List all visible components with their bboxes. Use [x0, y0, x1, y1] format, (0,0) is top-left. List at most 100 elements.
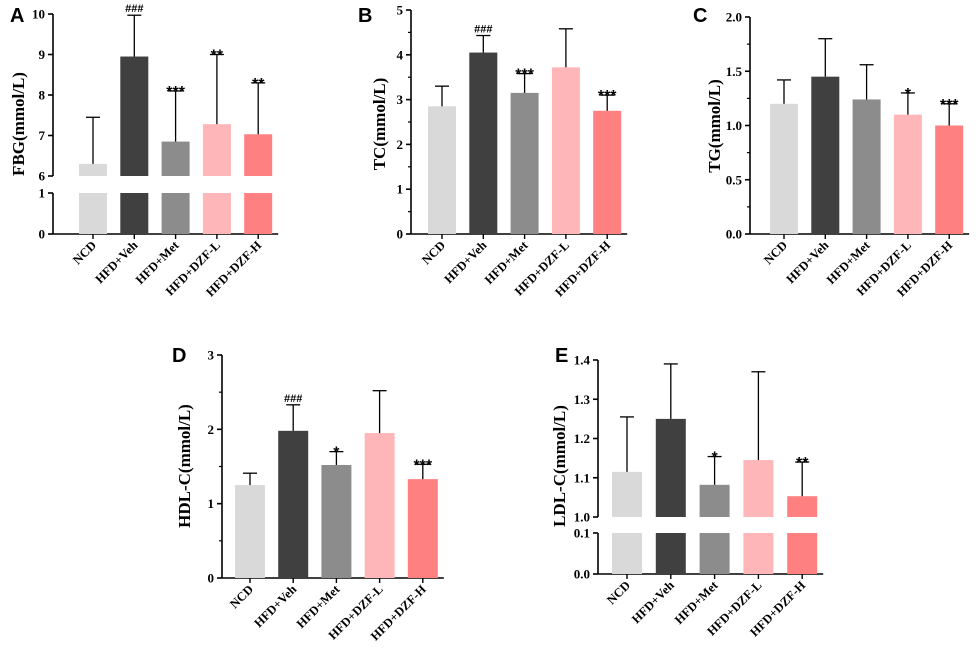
- significance-marker: ***: [413, 457, 432, 474]
- panel-e: E LDL-C(mmol/L) 0.0 0.11.0 1.1 1.2 1.3 1.4 NCDHF…: [550, 345, 824, 639]
- significance-marker: *: [905, 86, 912, 103]
- y-axis-title: HDL-C(mmol/L): [175, 404, 194, 528]
- y-axis-title: LDL-C(mmol/L): [550, 405, 569, 527]
- y-tick-label: 0: [208, 571, 215, 586]
- y-tick-label: 1.3: [574, 392, 591, 407]
- bar: [407, 479, 438, 578]
- y-tick-label: 2.0: [726, 10, 742, 25]
- panel-letter: A: [10, 5, 24, 27]
- x-category-label: HFD+Veh: [629, 578, 677, 626]
- y-tick-label: 4: [397, 47, 404, 62]
- bar: [655, 418, 686, 517]
- significance-marker: *: [711, 450, 718, 467]
- y-tick-label: 7: [39, 128, 46, 143]
- panel-letter: E: [555, 345, 568, 367]
- x-category-label: NCD: [761, 238, 790, 267]
- bar-lower-segment: [787, 533, 818, 574]
- y-tick-label: 1.2: [574, 431, 590, 446]
- y-tick-label: 3: [397, 92, 404, 107]
- bar: [787, 496, 818, 517]
- bar: [428, 106, 456, 234]
- x-category-label: NCD: [227, 582, 256, 611]
- bar: [278, 430, 309, 578]
- bar-lower-segment: [161, 193, 190, 234]
- y-axis-title: TC(mmol/L): [370, 78, 389, 171]
- bar: [244, 134, 273, 176]
- panel-c: CTG(mmol/L)0.00.51.01.52.0NCDHFD+VehHFD+…: [693, 5, 970, 299]
- y-tick-label: 1: [397, 182, 404, 197]
- significance-marker: **: [252, 76, 265, 93]
- significance-marker: ***: [598, 88, 617, 105]
- y-tick-label: 9: [39, 47, 46, 62]
- bar: [811, 76, 840, 234]
- significance-marker: ###: [125, 3, 143, 15]
- significance-marker: **: [211, 48, 224, 65]
- bar: [120, 56, 149, 176]
- y-tick-label: 10: [32, 7, 45, 22]
- y-tick-label: 0.5: [726, 172, 743, 187]
- y-tick-label: 0.0: [726, 227, 742, 242]
- bar: [770, 103, 798, 234]
- bar: [79, 163, 107, 176]
- panel-a: AFBG(mmol/L)01678910NCD###HFD+Veh***HFD+…: [9, 3, 279, 299]
- y-tick-label: 8: [39, 88, 46, 103]
- bar: [364, 433, 395, 578]
- bar-lower-segment: [612, 533, 642, 574]
- bar: [321, 465, 352, 578]
- bar: [510, 92, 539, 234]
- panel-b: BTC(mmol/L)012345NCD###HFD+Veh***HFD+Met…: [358, 3, 628, 299]
- significance-marker: ***: [166, 84, 185, 101]
- significance-marker: ###: [474, 24, 492, 36]
- y-tick-label: 0: [397, 227, 404, 242]
- panel-letter: C: [693, 5, 707, 27]
- bar-lower-segment: [699, 533, 730, 574]
- bar: [699, 484, 730, 517]
- y-axis-title: FBG(mmol/L): [9, 72, 28, 176]
- y-tick-label: 0.1: [574, 526, 590, 541]
- bar: [469, 52, 498, 235]
- y-tick-label: 6: [39, 169, 46, 184]
- bar: [551, 67, 580, 235]
- y-axis-title: TG(mmol/L): [705, 79, 724, 173]
- bar-lower-segment: [655, 533, 686, 574]
- bar: [235, 485, 265, 578]
- bar: [935, 125, 964, 234]
- x-category-label: HFD+Veh: [92, 238, 140, 286]
- y-tick-label: 2: [397, 137, 404, 152]
- bar-lower-segment: [244, 193, 273, 234]
- bar-lower-segment: [79, 193, 107, 234]
- x-category-label: NCD: [70, 238, 99, 267]
- y-tick-label: 5: [397, 3, 404, 18]
- panel-d: DHDL-C(mmol/L)0123NCD###HFD+Veh*HFD+MetH…: [172, 345, 444, 643]
- significance-marker: **: [796, 455, 809, 472]
- x-category-label: NCD: [419, 238, 448, 267]
- bar: [893, 114, 922, 234]
- y-tick-label: 3: [208, 348, 215, 363]
- significance-marker: ###: [284, 393, 302, 405]
- y-tick-label: 1: [39, 186, 46, 201]
- significance-marker: ***: [940, 97, 959, 114]
- bar: [743, 460, 774, 517]
- bar-lower-segment: [120, 193, 149, 234]
- x-category-label: HFD+Veh: [441, 238, 489, 286]
- panel-letter: B: [358, 5, 372, 27]
- significance-marker: *: [333, 445, 340, 462]
- x-category-label: HFD+Veh: [783, 238, 831, 286]
- bar-lower-segment: [743, 533, 774, 574]
- bar: [593, 110, 622, 234]
- y-tick-label: 1.4: [574, 353, 591, 368]
- bar: [852, 99, 881, 235]
- x-category-label: HFD+Veh: [251, 582, 299, 630]
- y-tick-label: 0.0: [574, 567, 590, 582]
- y-tick-label: 1: [208, 496, 215, 511]
- bar: [161, 141, 190, 176]
- y-tick-label: 1.0: [726, 118, 742, 133]
- y-tick-label: 1.0: [574, 510, 590, 525]
- y-tick-label: 0: [39, 227, 46, 242]
- bar: [612, 471, 642, 517]
- y-tick-label: 2: [208, 422, 215, 437]
- y-tick-label: 1.1: [574, 470, 590, 485]
- x-category-label: NCD: [604, 578, 633, 607]
- bar: [202, 124, 231, 176]
